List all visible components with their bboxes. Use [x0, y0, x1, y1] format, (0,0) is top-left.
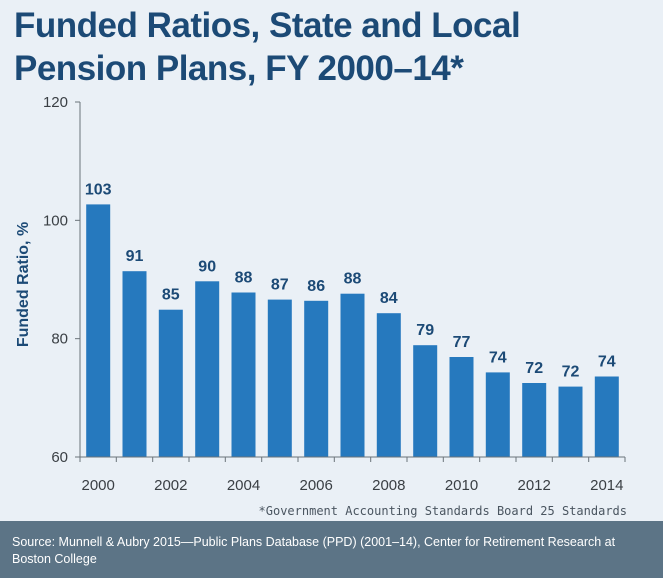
bar-2010 — [449, 357, 474, 457]
x-tick-label-2006: 2006 — [300, 477, 333, 494]
bar-2007 — [340, 293, 365, 457]
x-tick-label-2010: 2010 — [445, 477, 478, 494]
x-tick-label-2002: 2002 — [154, 477, 187, 494]
bar-2006 — [304, 300, 329, 457]
x-tick-label-2008: 2008 — [372, 477, 405, 494]
data-label-2008: 84 — [380, 290, 398, 307]
data-label-2012: 72 — [525, 360, 543, 377]
bar-2012 — [522, 383, 547, 457]
data-label-2005: 87 — [271, 277, 289, 294]
y-tick-label-60: 60 — [51, 449, 68, 466]
bar-2011 — [485, 372, 510, 457]
y-tick-label-100: 100 — [43, 212, 68, 229]
bar-2001 — [122, 271, 147, 457]
x-tick-label-2000: 2000 — [82, 477, 115, 494]
data-label-2000: 103 — [85, 181, 112, 198]
bar-2002 — [158, 309, 183, 457]
x-tick-label-2014: 2014 — [590, 477, 623, 494]
data-label-2011: 74 — [489, 349, 507, 366]
bar-2003 — [195, 281, 220, 457]
data-label-2004: 88 — [235, 270, 253, 287]
data-label-2001: 91 — [126, 248, 144, 265]
bar-2009 — [413, 345, 438, 457]
data-label-2002: 85 — [162, 287, 180, 304]
footnote: *Government Accounting Standards Board 2… — [258, 504, 627, 518]
y-tick-label-80: 80 — [51, 331, 68, 348]
data-label-2010: 77 — [453, 334, 471, 351]
data-label-2013: 72 — [562, 364, 580, 381]
data-label-2006: 86 — [307, 278, 325, 295]
x-tick-label-2012: 2012 — [518, 477, 551, 494]
data-label-2009: 79 — [416, 322, 434, 339]
bar-2000 — [86, 204, 111, 457]
source-text: Source: Munnell & Aubry 2015—Public Plan… — [12, 535, 616, 566]
data-label-2007: 88 — [344, 271, 362, 288]
bar-2013 — [558, 386, 583, 457]
bar-chart: 103 91 85 90 88 87 86 88 84 79 77 74 72 72 74 60 80 100 12… — [15, 94, 626, 494]
chart-title: Funded Ratios, State and Local Pension P… — [14, 6, 521, 88]
data-label-2003: 90 — [198, 258, 216, 275]
y-axis-title: Funded Ratio, % — [15, 222, 32, 347]
y-tick-label-120: 120 — [43, 94, 68, 111]
bar-2014 — [594, 376, 619, 457]
bar-2008 — [376, 313, 401, 457]
bar-2004 — [231, 292, 256, 457]
source-bar: Source: Munnell & Aubry 2015—Public Plan… — [0, 521, 663, 578]
data-label-2014: 74 — [598, 354, 616, 371]
x-tick-label-2004: 2004 — [227, 477, 260, 494]
bar-2005 — [267, 299, 292, 457]
